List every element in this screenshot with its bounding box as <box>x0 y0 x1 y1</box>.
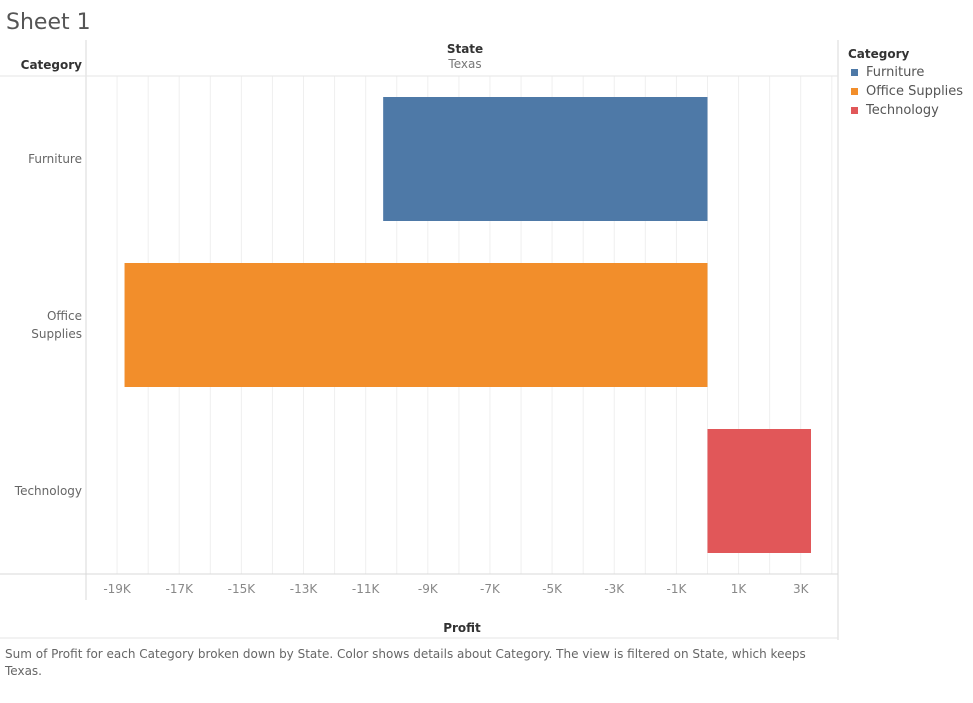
legend-swatch <box>851 107 858 114</box>
legend-label: Technology <box>866 103 939 118</box>
category-label: Supplies <box>31 327 82 341</box>
legend-label: Furniture <box>866 65 925 80</box>
column-header-state[interactable]: State <box>446 42 484 56</box>
x-tick-label: -11K <box>352 582 381 596</box>
legend-label: Office Supplies <box>866 84 964 99</box>
category-label: Furniture <box>28 152 82 166</box>
legend-swatch <box>851 88 858 95</box>
legend-item[interactable]: Technology <box>848 101 963 120</box>
x-tick-label: -1K <box>666 582 687 596</box>
x-tick-label: -17K <box>165 582 194 596</box>
legend-item[interactable]: Furniture <box>848 63 963 82</box>
category-label: Office <box>47 309 82 323</box>
column-header: State Texas <box>385 42 545 71</box>
bar-furniture <box>383 97 708 221</box>
x-tick-label: -13K <box>290 582 319 596</box>
category-label: Technology <box>14 484 82 498</box>
x-tick-label: -19K <box>103 582 132 596</box>
x-tick-label: -9K <box>418 582 439 596</box>
column-header-value: Texas <box>448 57 482 71</box>
legend-swatch <box>851 69 858 76</box>
bar-office-supplies <box>124 263 708 387</box>
bar-technology <box>707 429 811 553</box>
chart-caption: Sum of Profit for each Category broken d… <box>5 647 806 678</box>
legend-item[interactable]: Office Supplies <box>848 82 963 101</box>
x-tick-label: 3K <box>793 582 810 596</box>
x-tick-label: -5K <box>542 582 563 596</box>
row-header-category[interactable]: Category <box>20 58 82 72</box>
legend-title: Category <box>848 47 910 61</box>
legend-items: Furniture Office Supplies Technology <box>848 63 963 120</box>
legend: Category Furniture Office Supplies Technol… <box>848 47 963 120</box>
x-axis-title: Profit <box>443 621 481 635</box>
sheet-title: Sheet 1 <box>6 10 91 35</box>
x-tick-label: 1K <box>731 582 748 596</box>
x-tick-label: -3K <box>604 582 625 596</box>
x-tick-label: -7K <box>480 582 501 596</box>
x-tick-label: -15K <box>228 582 257 596</box>
